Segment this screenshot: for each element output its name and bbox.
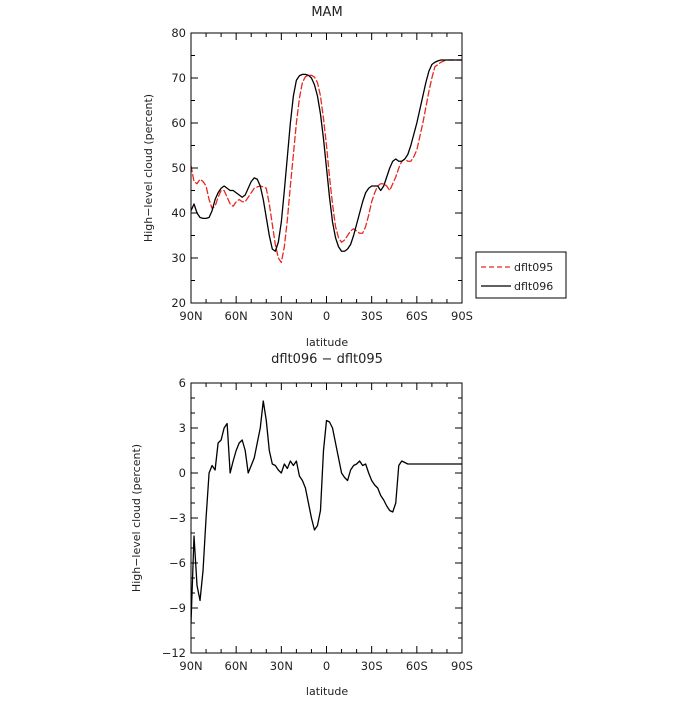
- bottom-x-axis-label: latitude: [306, 685, 348, 698]
- top-panel: MAM 90N 60N 30N 0 30S 60S 90S 20 30 40 50 60 70 80 l…: [142, 5, 567, 349]
- bottom-panel: dflt096 − dflt095 90N 60N 30N 0 30S 60S 90S 6 3…: [130, 352, 473, 698]
- top-x-tick-label: 60N: [225, 309, 248, 323]
- top-x-tick-label: 30S: [361, 309, 383, 323]
- bottom-y-ticks: 6 3 0 −3 −6 −9 −12: [162, 376, 462, 660]
- top-series-lines: [191, 59, 462, 264]
- top-y-axis-label: High−level cloud (percent): [142, 94, 155, 242]
- top-y-tick-label: 40: [171, 206, 186, 220]
- bottom-series-line-series-0: [191, 400, 462, 624]
- top-x-tick-label: 30N: [270, 309, 293, 323]
- bottom-x-tick-label: 30S: [361, 659, 383, 673]
- top-series-line-dflt096: [191, 59, 462, 252]
- top-x-axis-label: latitude: [306, 336, 348, 349]
- legend-label-dflt096: dflt096: [514, 280, 553, 293]
- bottom-x-tick-label: 90N: [179, 659, 202, 673]
- legend-label-dflt095: dflt095: [514, 261, 553, 274]
- legend: dflt095 dflt096: [475, 251, 567, 299]
- top-y-tick-label: 60: [171, 116, 186, 130]
- legend-box: [475, 251, 567, 299]
- bottom-series-lines: [191, 400, 462, 624]
- top-y-tick-label: 20: [171, 296, 186, 310]
- bottom-chart-title: dflt096 − dflt095: [271, 352, 383, 367]
- bottom-y-tick-label: 6: [179, 376, 186, 390]
- bottom-x-tick-label: 60N: [225, 659, 248, 673]
- bottom-x-ticks: 90N 60N 30N 0 30S 60S 90S: [179, 383, 473, 673]
- top-y-tick-label: 70: [171, 71, 186, 85]
- bottom-y-tick-label: −9: [169, 601, 186, 615]
- top-x-ticks: 90N 60N 30N 0 30S 60S 90S: [179, 33, 473, 323]
- top-x-tick-label: 90S: [451, 309, 473, 323]
- bottom-y-tick-label: −6: [169, 556, 186, 570]
- bottom-y-tick-label: 0: [179, 466, 186, 480]
- top-y-tick-label: 80: [171, 26, 186, 40]
- bottom-x-tick-label: 90S: [451, 659, 473, 673]
- bottom-y-tick-label: −3: [169, 511, 186, 525]
- top-x-tick-label: 0: [323, 309, 330, 323]
- bottom-y-axis-label: High−level cloud (percent): [130, 444, 143, 592]
- bottom-x-tick-label: 60S: [406, 659, 428, 673]
- top-x-tick-label: 60S: [406, 309, 428, 323]
- top-series-line-dflt095: [191, 59, 462, 264]
- top-y-tick-label: 50: [171, 161, 186, 175]
- top-chart-title: MAM: [311, 5, 342, 20]
- bottom-x-tick-label: 0: [323, 659, 330, 673]
- bottom-y-tick-label: 3: [179, 421, 186, 435]
- top-y-ticks: 20 30 40 50 60 70 80: [171, 26, 462, 310]
- top-x-tick-label: 90N: [179, 309, 202, 323]
- top-y-tick-label: 30: [171, 251, 186, 265]
- bottom-y-tick-label: −12: [162, 646, 186, 660]
- bottom-x-tick-label: 30N: [270, 659, 293, 673]
